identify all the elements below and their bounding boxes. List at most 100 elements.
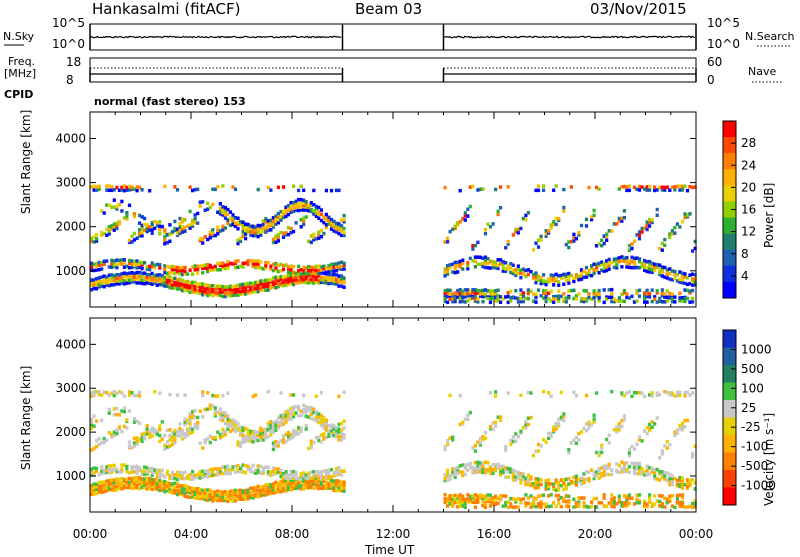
echo-cell (143, 282, 147, 286)
echo-cell (107, 479, 111, 483)
echo-cell (120, 481, 124, 485)
echo-cell (135, 471, 139, 475)
echo-cell (547, 436, 551, 440)
echo-cell (112, 283, 116, 287)
echo-cell (125, 477, 129, 481)
echo-cell (196, 415, 200, 420)
echo-cell (496, 296, 500, 301)
echo-cell (552, 277, 556, 281)
echo-cell (605, 261, 609, 265)
echo-cell (97, 263, 101, 267)
echo-cell (165, 264, 169, 269)
echo-cell (231, 293, 235, 298)
echo-cell (471, 465, 475, 469)
echo-cell (281, 486, 286, 490)
echo-cell (521, 474, 525, 478)
echo-cell (178, 277, 182, 281)
echo-cell (186, 430, 190, 434)
echo-cell (544, 229, 548, 233)
echo-cell (279, 215, 283, 219)
echo-cell (284, 470, 288, 474)
echo-cell (244, 434, 248, 439)
echo-cell (299, 201, 303, 206)
echo-cell (478, 436, 482, 441)
y-tick-label: 3000 (55, 176, 86, 190)
echo-cell (196, 493, 200, 497)
echo-cell (607, 472, 611, 477)
echo-cell (481, 291, 485, 296)
echo-cell (637, 233, 642, 237)
echo-cell (668, 391, 672, 395)
echo-cell (223, 206, 227, 210)
echo-cell (476, 289, 480, 293)
echo-cell (665, 299, 669, 303)
echo-cell (110, 464, 114, 468)
echo-cell (218, 284, 222, 288)
echo-cell (645, 224, 649, 228)
echo-cell (678, 291, 682, 296)
echo-cell (221, 228, 225, 232)
echo-cell (276, 487, 280, 492)
echo-cell (281, 215, 286, 220)
echo-cell (274, 428, 278, 432)
echo-cell (244, 437, 248, 442)
echo-cell (216, 498, 220, 503)
echo-cell (143, 275, 147, 280)
echo-cell (158, 433, 162, 438)
echo-cell (584, 289, 589, 293)
echo-cell (597, 298, 601, 303)
echo-cell (180, 428, 185, 433)
echo-cell (329, 276, 334, 280)
echo-cell (132, 280, 137, 284)
echo-cell (236, 283, 240, 288)
echo-cell (592, 268, 596, 272)
echo-cell (312, 274, 316, 279)
echo-cell (231, 262, 235, 266)
echo-cell (292, 229, 296, 234)
echo-cell (329, 221, 334, 225)
echo-cell (332, 222, 336, 227)
echo-cell (297, 274, 301, 278)
echo-cell (294, 486, 298, 490)
power-cbar-tick-label: 4 (741, 269, 749, 283)
echo-cell (110, 468, 114, 472)
echo-cell (534, 292, 538, 297)
echo-cell (481, 500, 485, 504)
echo-cell (675, 273, 679, 277)
echo-cell (612, 428, 616, 432)
echo-cell (554, 427, 558, 431)
echo-cell (648, 493, 652, 497)
echo-cell (340, 469, 344, 473)
echo-cell (648, 220, 652, 224)
echo-cell (95, 491, 99, 496)
echo-cell (499, 295, 503, 299)
echo-cell (286, 208, 291, 213)
echo-cell (673, 430, 677, 434)
echo-cell (193, 268, 197, 272)
echo-cell (138, 466, 142, 470)
echo-cell (110, 258, 114, 263)
echo-cell (536, 504, 541, 509)
echo-cell (239, 488, 243, 493)
echo-cell (600, 443, 604, 448)
echo-cell (100, 267, 104, 271)
echo-cell (178, 268, 182, 273)
velocity-cbar-frame (722, 329, 737, 506)
echo-cell (314, 470, 318, 474)
y-tick-label: 3000 (55, 381, 86, 395)
echo-cell (491, 222, 495, 226)
echo-cell (312, 473, 316, 478)
echo-cell (501, 269, 505, 273)
echo-cell (158, 263, 162, 267)
echo-cell (125, 272, 129, 276)
echo-cell (276, 239, 280, 243)
echo-cell (688, 504, 692, 509)
echo-cell (327, 434, 331, 438)
echo-cell (216, 493, 220, 498)
echo-cell (451, 467, 455, 471)
echo-cell (524, 479, 528, 483)
echo-cell (148, 476, 152, 481)
echo-cell (132, 417, 137, 421)
echo-cell (188, 473, 192, 477)
echo-cell (683, 288, 687, 292)
